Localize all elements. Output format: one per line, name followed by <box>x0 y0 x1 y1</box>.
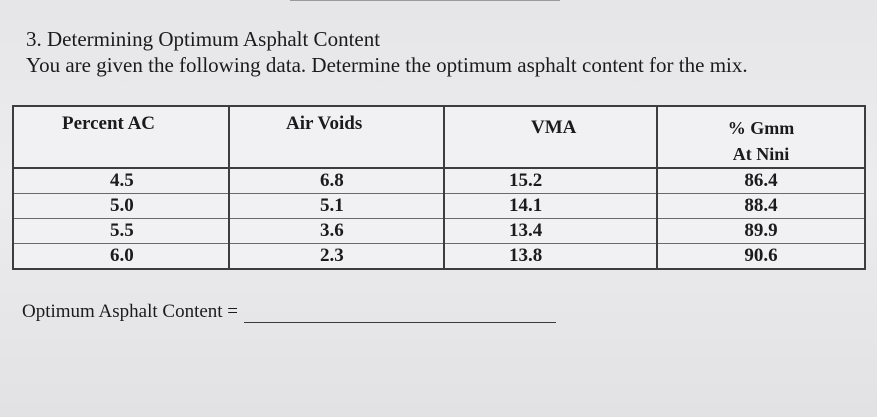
header-gmm: % Gmm At Nini <box>656 105 866 169</box>
header-gmm-line1: % Gmm <box>727 118 795 138</box>
cell-gmm: 90.6 <box>656 243 866 270</box>
cell-gmm: 86.4 <box>656 167 866 194</box>
cell-gmm: 88.4 <box>656 193 866 219</box>
table-row: 4.5 6.8 15.2 86.4 <box>12 167 866 194</box>
table-row: 6.0 2.3 13.8 90.6 <box>12 243 866 270</box>
answer-blank-line[interactable] <box>244 300 557 323</box>
table-row: 5.0 5.1 14.1 88.4 <box>12 193 866 219</box>
cell-percent-ac: 5.0 <box>12 193 230 219</box>
cell-vma: 13.8 <box>443 243 658 270</box>
cell-air-voids: 2.3 <box>228 243 445 270</box>
header-gmm-line2: At Nini <box>732 144 790 164</box>
problem-instructions: You are given the following data. Determ… <box>26 53 748 77</box>
cell-vma: 15.2 <box>443 167 658 194</box>
table-header-row: Percent AC Air Voids VMA % Gmm At Nini <box>12 105 866 169</box>
cell-air-voids: 3.6 <box>228 218 445 244</box>
header-percent-ac: Percent AC <box>12 105 230 169</box>
answer-prompt: Optimum Asphalt Content = <box>22 300 557 323</box>
cell-air-voids: 5.1 <box>228 193 445 219</box>
header-vma: VMA <box>443 105 658 169</box>
cell-gmm: 89.9 <box>656 218 866 244</box>
cell-percent-ac: 5.5 <box>12 218 230 244</box>
header-air-voids: Air Voids <box>228 105 445 169</box>
cell-vma: 14.1 <box>443 193 658 219</box>
data-table: Percent AC Air Voids VMA % Gmm At Nini 4… <box>12 105 866 270</box>
cell-percent-ac: 6.0 <box>12 243 230 270</box>
table-row: 5.5 3.6 13.4 89.9 <box>12 218 866 244</box>
top-rule <box>290 0 560 1</box>
problem-statement: 3. Determining Optimum Asphalt Content Y… <box>26 26 866 78</box>
cell-air-voids: 6.8 <box>228 167 445 194</box>
problem-title: 3. Determining Optimum Asphalt Content <box>26 27 381 51</box>
cell-vma: 13.4 <box>443 218 658 244</box>
answer-label: Optimum Asphalt Content = <box>22 301 239 322</box>
cell-percent-ac: 4.5 <box>12 167 230 194</box>
